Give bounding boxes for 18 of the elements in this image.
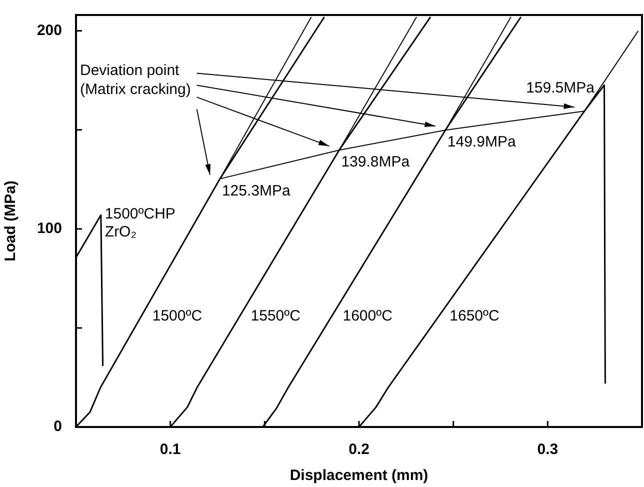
annotation: 149.9MPa	[447, 134, 516, 151]
series-label: 1500ºCHP ZrO₂	[104, 206, 176, 241]
series-label: 1550ºC	[250, 307, 301, 324]
series-label: 1600ºC	[342, 307, 393, 324]
x-axis-title: Displacement (mm)	[290, 467, 428, 484]
annotation: 139.8MPa	[341, 154, 410, 171]
annotation: 125.3MPa	[222, 182, 291, 200]
y-tick-label: 200	[36, 22, 62, 39]
annotation: Deviation point (Matrix cracking)	[80, 62, 191, 98]
y-tick-label: 100	[36, 220, 62, 238]
annotation: 159.5MPa	[526, 80, 596, 97]
y-axis-title: Load (MPa)	[2, 180, 20, 262]
series-label: 1650ºC	[450, 307, 500, 324]
x-tick-label: 0.3	[537, 441, 558, 458]
y-tick-label: 0	[54, 418, 62, 436]
series-label: 1500ºC	[152, 307, 202, 324]
x-tick-label: 0.1	[160, 441, 181, 458]
x-tick-label: 0.2	[348, 441, 370, 458]
